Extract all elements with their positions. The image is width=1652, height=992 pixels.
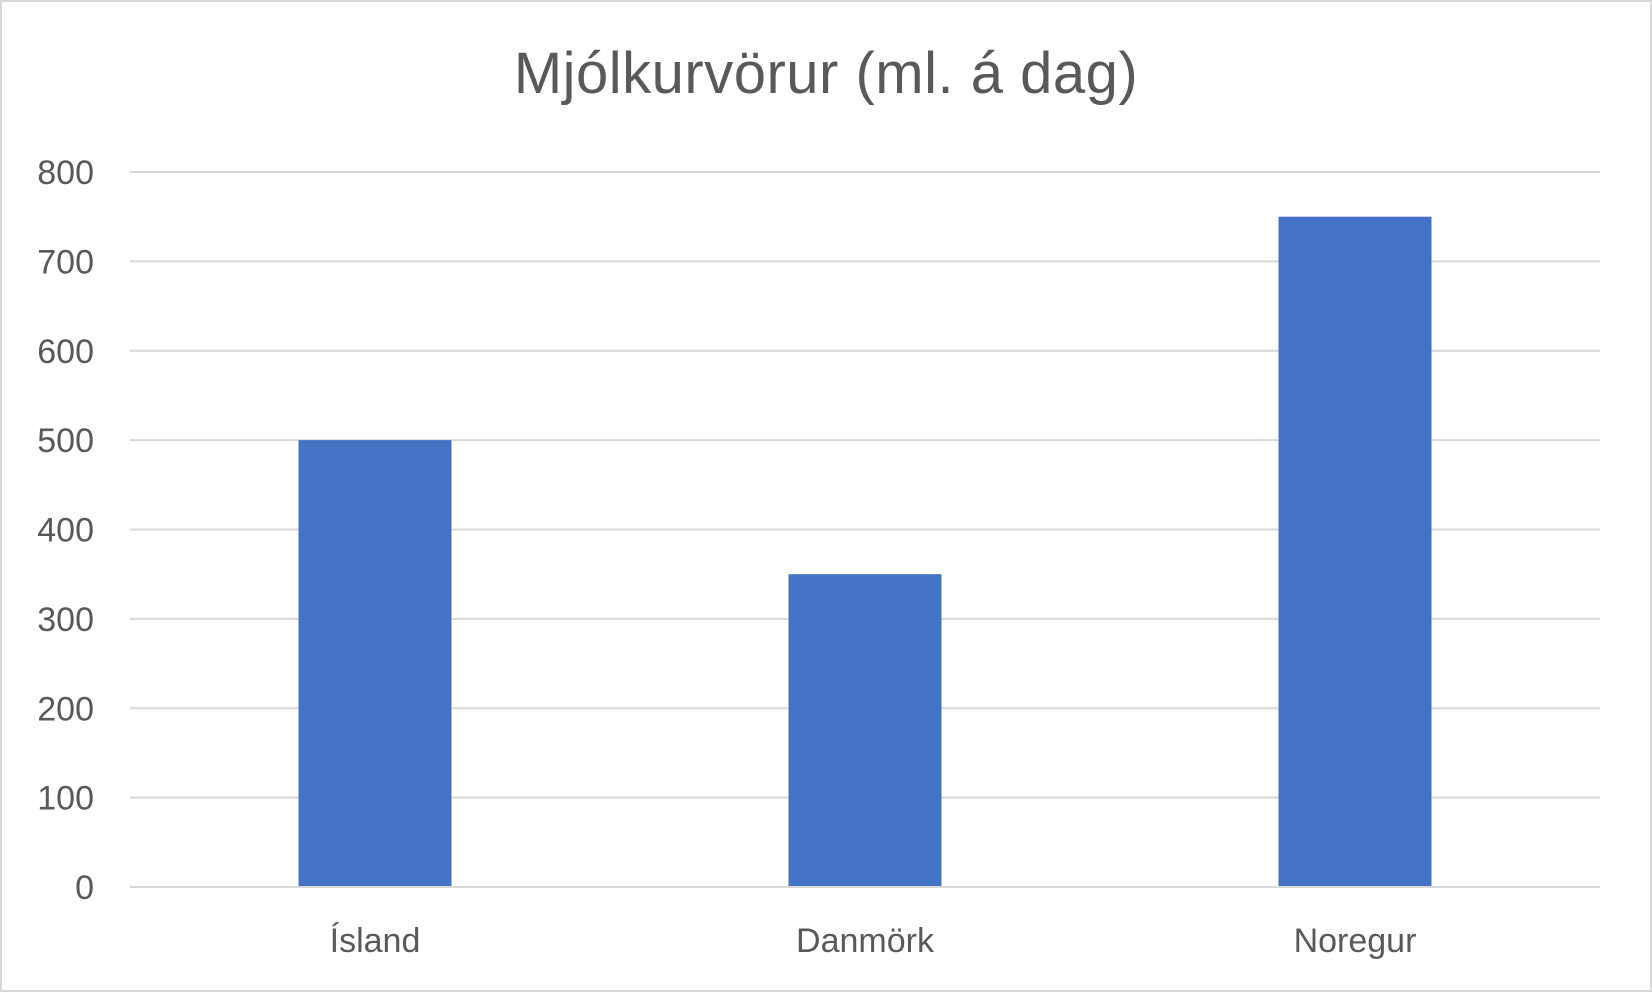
y-tick-label: 200 [37,690,94,728]
x-axis-categories: Ísland Danmörk Noregur [330,922,1417,960]
x-category-label: Danmörk [796,922,935,960]
y-tick-label: 500 [37,422,94,460]
bar-2 [1278,216,1432,887]
bar-1 [788,574,942,887]
y-axis-ticks: 0 100 200 300 400 500 600 700 800 [37,154,94,907]
y-tick-label: 300 [37,601,94,639]
y-tick-label: 600 [37,333,94,371]
y-tick-label: 700 [37,243,94,281]
chart-title: Mjólkurvörur (ml. á dag) [513,41,1139,106]
y-tick-label: 400 [37,512,94,550]
y-tick-label: 800 [37,154,94,192]
bars [130,216,1600,888]
x-category-label: Noregur [1294,922,1417,960]
y-tick-label: 100 [37,780,94,818]
bar-0 [298,440,452,887]
x-category-label: Ísland [330,922,421,960]
y-tick-label: 0 [75,869,94,907]
